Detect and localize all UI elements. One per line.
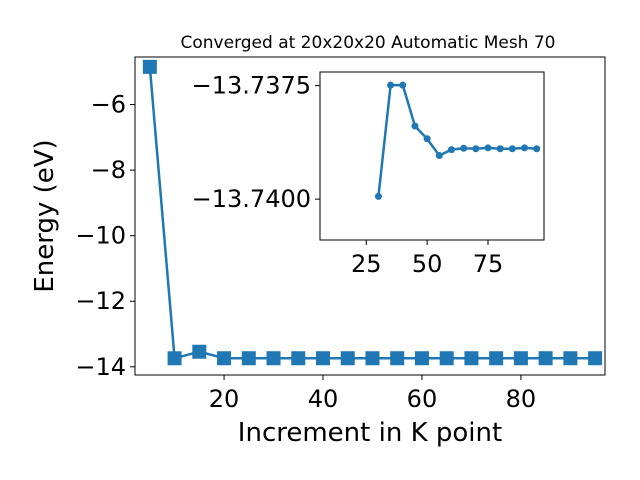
inset-data-point <box>447 146 455 154</box>
inset-data-point <box>399 81 407 89</box>
inset-data-point <box>423 135 431 143</box>
inset-axis-ticks: 25 50 75 −13.7400 −13.7375 <box>192 72 504 278</box>
main-data-point <box>414 351 429 366</box>
inset-x-tick-label: 75 <box>473 250 504 278</box>
main-x-tick-label: 20 <box>209 385 240 413</box>
inset-data-point <box>472 145 480 153</box>
inset-y-tick-label: −13.7375 <box>192 72 311 100</box>
inset-plot-frame <box>319 71 545 241</box>
main-data-point <box>588 351 603 366</box>
main-data-point <box>192 344 207 359</box>
main-data-point <box>464 351 479 366</box>
main-x-tick-label: 40 <box>308 385 339 413</box>
inset-data-point <box>508 145 516 153</box>
inset-background <box>320 72 544 240</box>
inset-plot-area: 25 50 75 −13.7400 −13.7375 <box>192 71 545 278</box>
inset-series-group <box>374 81 541 200</box>
main-x-tick-label: 60 <box>407 385 438 413</box>
inset-y-tick-label: −13.7400 <box>192 185 311 213</box>
main-axis-ticks: 20 40 60 80 −6 −8 −10 −12 −14 <box>75 91 536 413</box>
y-axis-label: Energy (eV) <box>30 139 60 292</box>
main-data-point <box>241 351 256 366</box>
main-y-tick-label: −12 <box>75 287 126 315</box>
main-data-point <box>489 351 504 366</box>
main-data-point <box>291 351 306 366</box>
chart-title: Converged at 20x20x20 Automatic Mesh 70 <box>181 33 556 53</box>
inset-data-point <box>521 144 529 152</box>
main-data-point <box>513 351 528 366</box>
main-y-tick-label: −8 <box>91 156 126 184</box>
inset-x-tick-label: 25 <box>351 250 382 278</box>
main-data-point <box>266 351 281 366</box>
main-data-point <box>340 351 355 366</box>
main-plot-area: 20 40 60 80 −6 −8 −10 −12 −14 <box>75 56 606 413</box>
main-data-point <box>538 351 553 366</box>
main-data-point <box>439 351 454 366</box>
main-data-point <box>142 59 157 74</box>
main-data-point <box>217 351 232 366</box>
inset-data-point <box>533 145 541 153</box>
main-y-tick-label: −6 <box>91 91 126 119</box>
main-x-tick-label: 80 <box>506 385 537 413</box>
main-data-point <box>563 351 578 366</box>
inset-x-tick-label: 50 <box>412 250 443 278</box>
inset-data-point <box>411 122 419 130</box>
main-y-tick-label: −10 <box>75 222 126 250</box>
main-plot-frame <box>134 56 606 376</box>
inset-data-point <box>496 145 504 153</box>
main-data-point <box>316 351 330 366</box>
inset-data-point <box>374 192 382 200</box>
main-series <box>142 59 603 366</box>
x-axis-label: Increment in K point <box>238 418 502 448</box>
inset-series <box>374 81 541 200</box>
main-y-tick-label: −14 <box>75 353 126 381</box>
main-data-point <box>390 351 405 366</box>
inset-data-point <box>435 152 443 160</box>
main-series-group <box>142 59 603 366</box>
main-data-point <box>167 351 182 366</box>
inset-data-point <box>484 144 492 152</box>
inset-data-point <box>387 81 395 89</box>
inset-data-point <box>460 144 468 152</box>
main-data-point <box>365 351 380 366</box>
